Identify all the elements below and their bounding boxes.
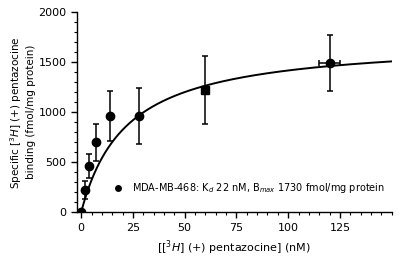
Y-axis label: Specific $[^3H]$ (+) pentazocine
binding (fmol/mg protein): Specific $[^3H]$ (+) pentazocine binding… [8,36,36,189]
X-axis label: $[[^3H]$ (+) pentazocine] (nM): $[[^3H]$ (+) pentazocine] (nM) [157,238,311,257]
Legend: MDA-MB-468: K$_d$ 22 nM, B$_{max}$ 1730 fmol/mg protein: MDA-MB-468: K$_d$ 22 nM, B$_{max}$ 1730 … [107,179,387,197]
